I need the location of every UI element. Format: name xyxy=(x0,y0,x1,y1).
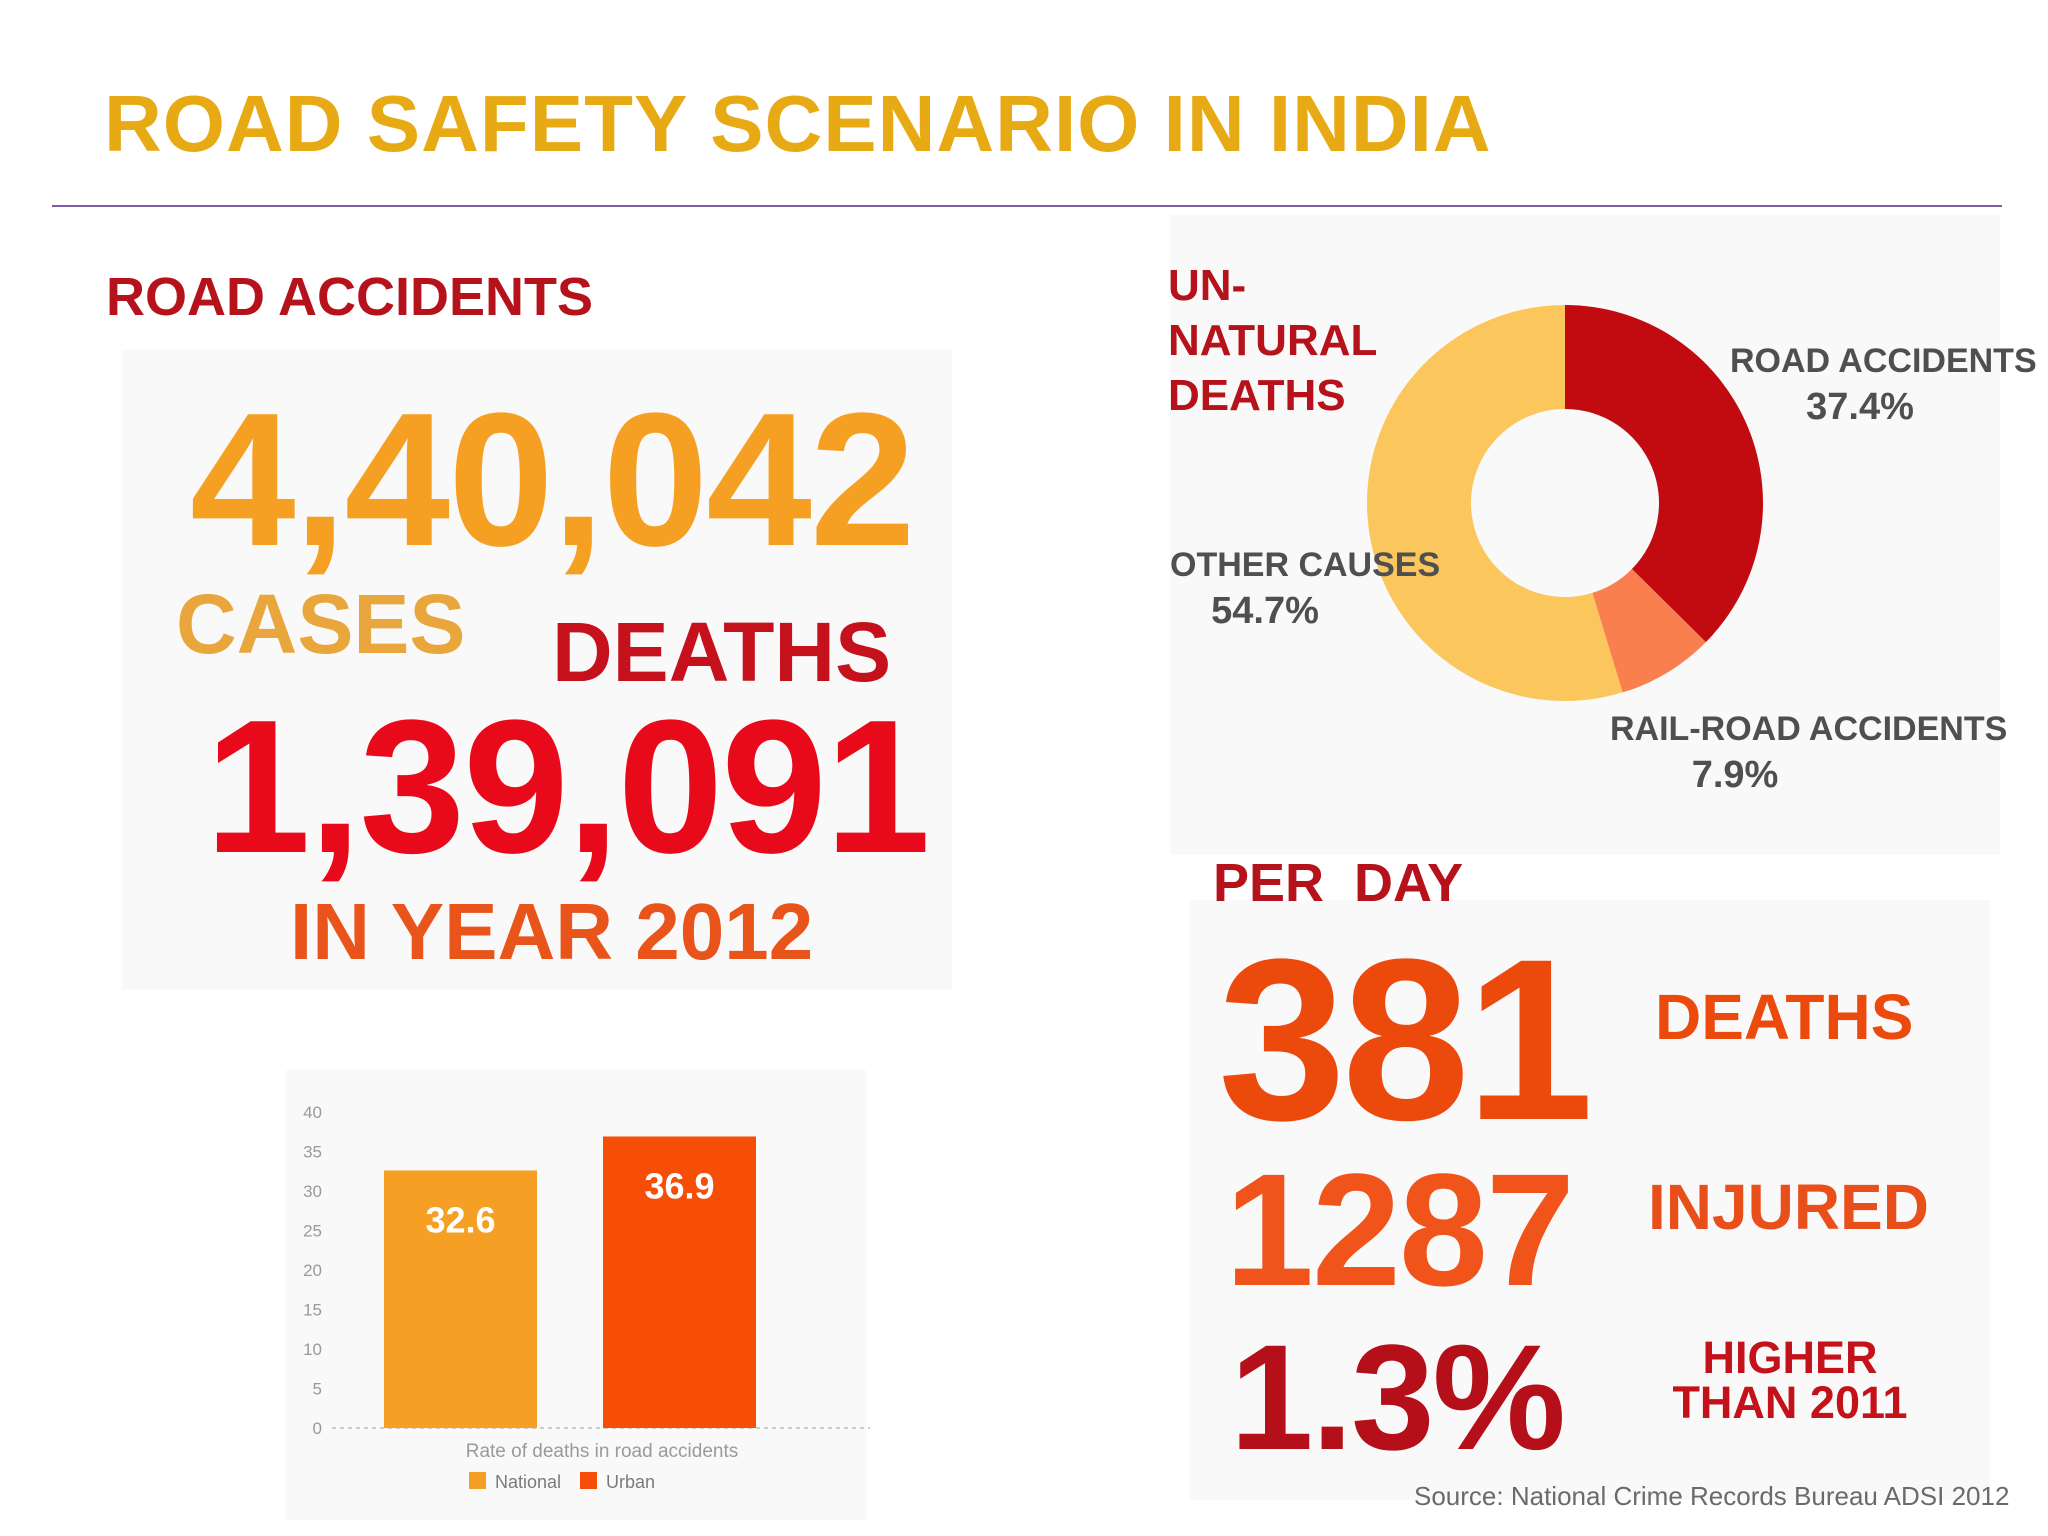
road-accidents-heading: ROAD ACCIDENTS xyxy=(106,267,594,327)
y-tick-label: 20 xyxy=(303,1261,322,1280)
y-tick-label: 15 xyxy=(303,1301,322,1320)
legend-swatch-urban xyxy=(580,1472,597,1489)
y-tick-label: 40 xyxy=(303,1103,322,1122)
legend-swatch-national xyxy=(469,1472,486,1489)
bar-chart-panel-background xyxy=(286,1070,866,1520)
deaths-label: DEATHS xyxy=(552,605,892,699)
pie-label-other-pct: 54.7% xyxy=(1211,589,1319,632)
pie-label-rail-name: RAIL-ROAD ACCIDENTS xyxy=(1610,710,2008,748)
pie-label-road-name: ROAD ACCIDENTS xyxy=(1730,342,2037,380)
unnatural-deaths-heading: UN-NATURAL DEATHS xyxy=(1168,261,1377,420)
cases-number: 4,40,042 xyxy=(190,374,916,586)
pie-label-rail-road-accidents: RAIL-ROAD ACCIDENTS 7.9% xyxy=(1610,711,2007,796)
y-tick-label: 35 xyxy=(303,1143,322,1162)
stats-panel-background xyxy=(122,350,952,990)
per-day-deaths-label: DEATHS xyxy=(1655,981,1914,1053)
title-divider xyxy=(52,205,2002,207)
legend-label-urban: Urban xyxy=(606,1472,655,1492)
pie-label-rail-pct: 7.9% xyxy=(1691,753,1779,796)
page-title: ROAD SAFETY SCENARIO IN INDIA xyxy=(104,79,1492,168)
y-tick-label: 10 xyxy=(303,1340,322,1359)
increase-label: HIGHER THAN 2011 xyxy=(1672,1332,1908,1428)
cases-label: CASES xyxy=(176,577,466,671)
legend-label-national: National xyxy=(495,1472,561,1492)
bar-value-label: 32.6 xyxy=(425,1199,495,1240)
per-day-heading: PER DAY xyxy=(1213,853,1464,913)
source-note: Source: National Crime Records Bureau AD… xyxy=(1414,1481,2010,1511)
pie-label-other-name: OTHER CAUSES xyxy=(1170,546,1441,584)
unnatural-deaths-donut-chart xyxy=(1367,305,1763,701)
pie-label-road-accidents: ROAD ACCIDENTS 37.4% xyxy=(1730,343,2037,428)
per-day-injured-number: 1287 xyxy=(1225,1140,1575,1319)
death-rate-bar-chart: 0 5 10 15 20 25 30 35 40 32.6 36.9 Rate of deaths i… xyxy=(303,1103,870,1492)
bar-value-label: 36.9 xyxy=(644,1165,714,1206)
per-day-injured-label: INJURED xyxy=(1648,1171,1929,1243)
y-tick-label: 30 xyxy=(303,1182,322,1201)
increase-percentage: 1.3% xyxy=(1230,1313,1566,1481)
y-tick-label: 5 xyxy=(313,1380,322,1399)
donut-slice-rail-road-accidents xyxy=(1592,569,1706,693)
donut-slice-other-causes xyxy=(1367,305,1623,701)
per-day-panel-background xyxy=(1190,900,1990,1500)
bar-national xyxy=(384,1170,537,1428)
year-label: IN YEAR 2012 xyxy=(290,887,814,976)
y-tick-label: 25 xyxy=(303,1222,322,1241)
y-tick-label: 0 xyxy=(313,1419,322,1438)
pie-label-road-pct: 37.4% xyxy=(1806,385,1914,428)
per-day-deaths-number: 381 xyxy=(1218,911,1594,1168)
deaths-number: 1,39,091 xyxy=(205,681,931,893)
donut-slice-road-accidents xyxy=(1565,305,1763,643)
bar-urban xyxy=(603,1136,756,1428)
x-axis-label: Rate of deaths in road accidents xyxy=(466,1441,739,1462)
pie-label-other-causes: OTHER CAUSES 54.7% xyxy=(1170,547,1440,632)
